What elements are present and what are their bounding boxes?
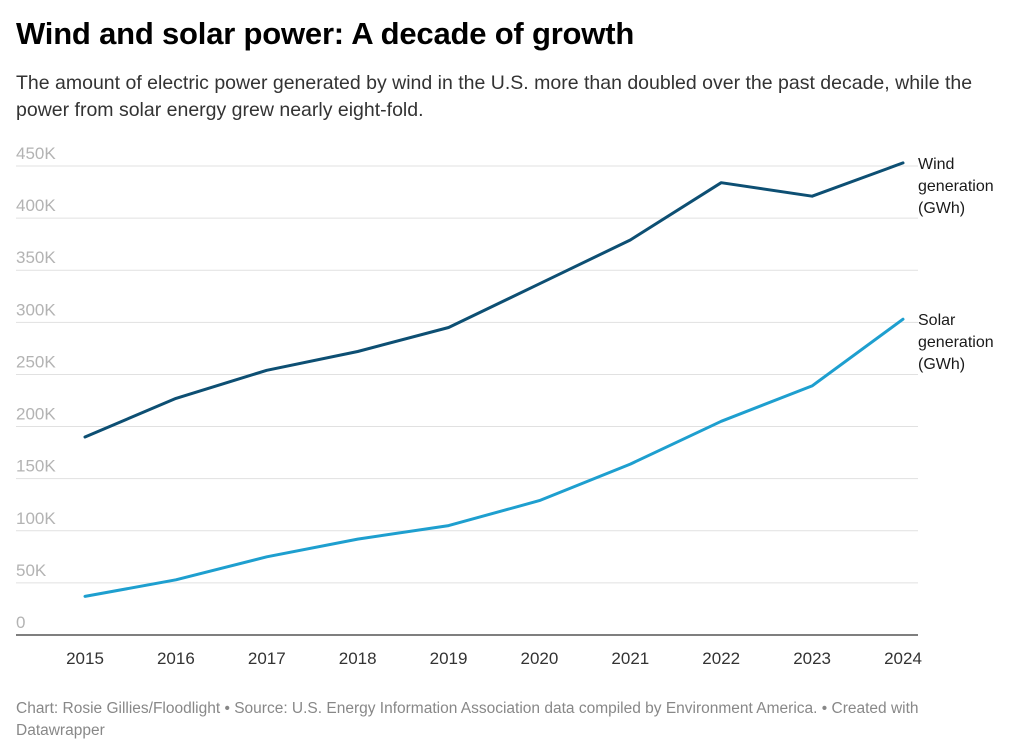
x-tick-label: 2022	[702, 649, 740, 668]
series-label-line: (GWh)	[918, 200, 965, 217]
x-tick-label: 2018	[339, 649, 377, 668]
series-label-wind: Wind generation (GWh)	[918, 156, 994, 217]
y-tick-label: 100K	[16, 509, 56, 528]
series-label-line: generation	[918, 334, 994, 351]
chart-footer: Chart: Rosie Gillies/Floodlight • Source…	[16, 700, 919, 739]
gridlines	[16, 165, 918, 636]
series-label-line: generation	[918, 178, 994, 195]
y-axis-ticks: 0 50K 100K 150K 200K 250K 300K 350K 400K 450K	[16, 144, 56, 632]
x-tick-label: 2024	[884, 649, 922, 668]
x-tick-label: 2023	[793, 649, 831, 668]
y-tick-label: 400K	[16, 196, 56, 215]
y-tick-label: 200K	[16, 405, 56, 424]
line-chart: 0 50K 100K 150K 200K 250K 300K 350K 400K 450K 201…	[16, 144, 994, 668]
y-tick-label: 300K	[16, 300, 56, 319]
y-tick-label: 250K	[16, 352, 56, 371]
series-line-solar	[83, 317, 905, 598]
x-tick-label: 2017	[248, 649, 286, 668]
x-tick-label: 2015	[66, 649, 104, 668]
x-axis-ticks: 2015 2016 2017 2018 2019 2020 2021 2022 2023 2024	[66, 649, 922, 668]
series-lines	[83, 161, 905, 598]
y-tick-label: 50K	[16, 561, 47, 580]
series-label-line: (GWh)	[918, 356, 965, 373]
series-line-wind	[83, 161, 905, 439]
chart-subtitle: The amount of electric power generated b…	[16, 72, 973, 121]
series-labels: Wind generation (GWh) Solar generation (GWh)	[918, 156, 994, 373]
x-tick-label: 2016	[157, 649, 195, 668]
y-tick-label: 450K	[16, 144, 56, 163]
x-tick-label: 2020	[521, 649, 559, 668]
y-tick-label: 350K	[16, 248, 56, 267]
series-label-solar: Solar generation (GWh)	[918, 312, 994, 373]
series-label-line: Solar	[918, 312, 956, 329]
chart-title: Wind and solar power: A decade of growth	[16, 16, 635, 51]
x-tick-label: 2019	[430, 649, 468, 668]
x-tick-label: 2021	[611, 649, 649, 668]
y-tick-label: 150K	[16, 457, 56, 476]
series-label-line: Wind	[918, 156, 954, 173]
y-tick-label: 0	[16, 613, 25, 632]
